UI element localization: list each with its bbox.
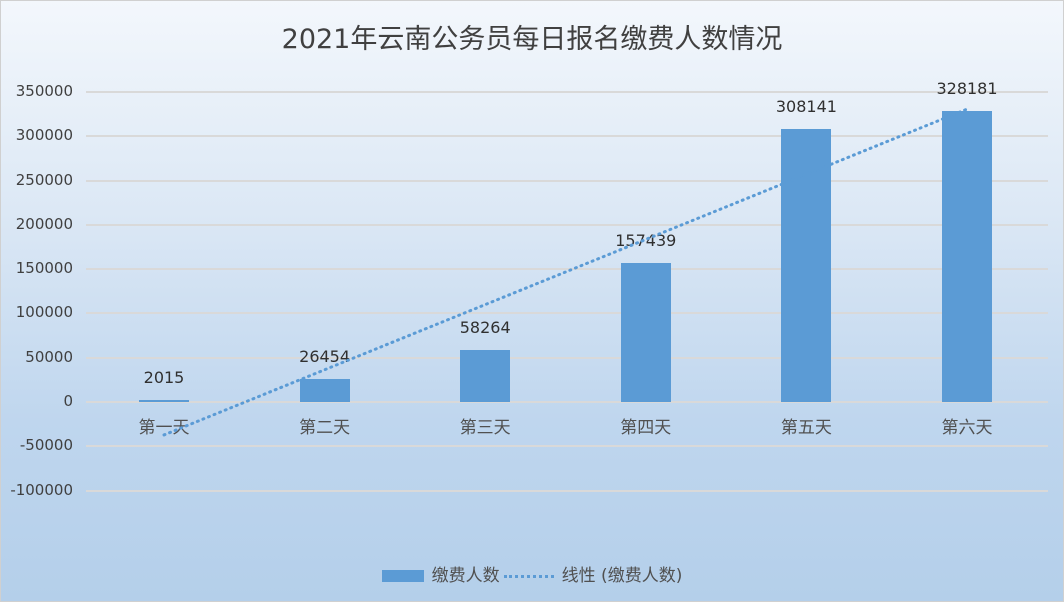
x-tick-label: 第一天 xyxy=(138,418,190,438)
x-tick-label: 第六天 xyxy=(941,418,993,438)
x-tick-label: 第五天 xyxy=(780,418,832,438)
bar xyxy=(620,262,671,402)
y-tick-label: 200000 xyxy=(15,214,73,233)
gridline xyxy=(86,179,1048,182)
gridline xyxy=(86,135,1048,138)
y-tick-label: 300000 xyxy=(15,126,73,145)
y-tick-label: -100000 xyxy=(10,480,73,499)
bar xyxy=(139,400,189,402)
data-label: 328181 xyxy=(936,79,998,99)
gridline xyxy=(86,223,1048,226)
gridline xyxy=(86,91,1048,93)
legend-trendline-icon xyxy=(503,574,554,578)
x-tick-label: 第三天 xyxy=(459,418,511,438)
y-tick-label: 350000 xyxy=(15,82,73,100)
y-tick-label: 0 xyxy=(63,392,73,410)
y-tick-label: 250000 xyxy=(15,170,73,189)
bar xyxy=(299,378,350,402)
chart-title: 2021年云南公务员每日报名缴费人数情况 xyxy=(281,24,783,55)
legend-trendline-label: 线性 (缴费人数) xyxy=(561,566,683,586)
bar xyxy=(781,129,832,402)
gridline xyxy=(86,312,1048,315)
bar xyxy=(942,111,992,402)
y-tick-label: 50000 xyxy=(25,347,73,366)
data-label: 2015 xyxy=(143,368,185,388)
x-tick-label: 第四天 xyxy=(620,418,672,438)
data-label: 58264 xyxy=(459,318,511,338)
bar xyxy=(460,350,511,402)
legend-bar-swatch-icon xyxy=(381,570,424,582)
legend: 缴费人数 线性 (缴费人数) xyxy=(1,561,1063,586)
gridline xyxy=(86,489,1048,492)
legend-series-label: 缴费人数 xyxy=(431,566,500,586)
data-label: 26454 xyxy=(299,346,351,366)
x-tick-label: 第二天 xyxy=(299,418,351,438)
gridline xyxy=(86,268,1048,271)
gridline xyxy=(86,445,1048,448)
data-label: 308141 xyxy=(775,97,837,117)
y-tick-label: 100000 xyxy=(15,303,73,322)
y-tick-label: -50000 xyxy=(19,436,73,455)
gridline xyxy=(86,356,1048,359)
gridline xyxy=(86,401,1048,403)
y-tick-label: 150000 xyxy=(15,259,73,278)
